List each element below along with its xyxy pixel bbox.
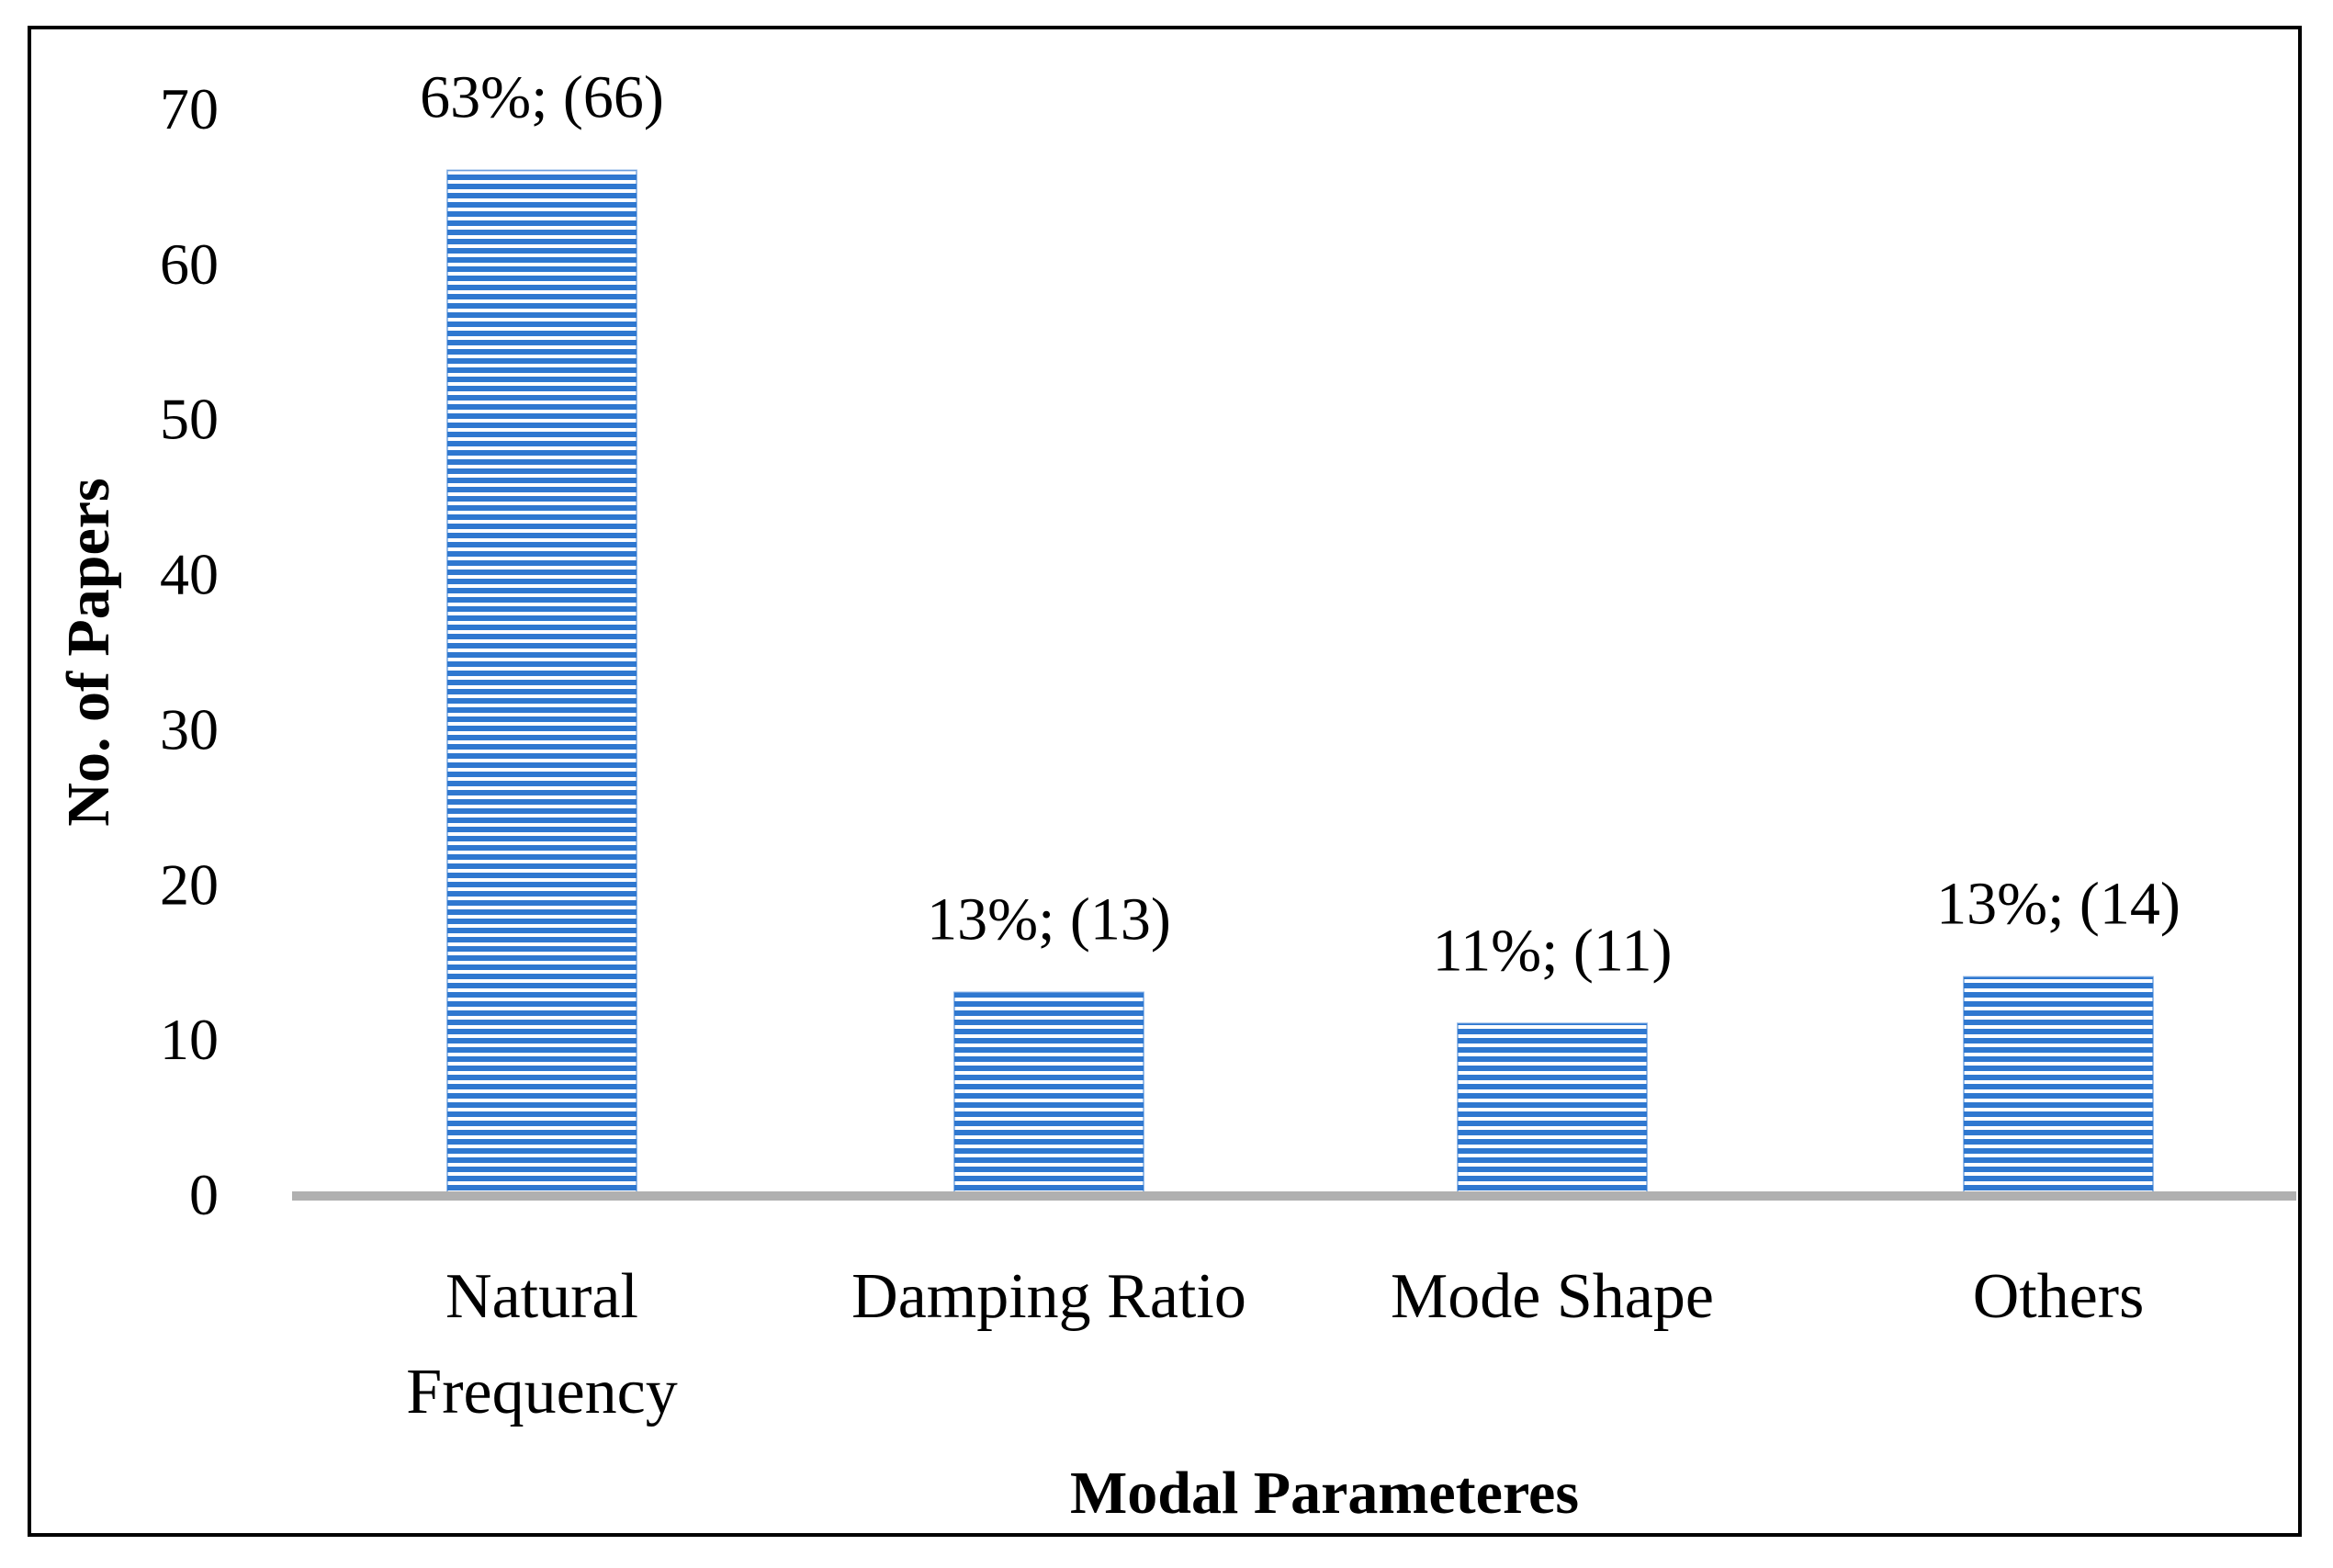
- x-axis-labels: Natural Frequency Damping Ratio Mode Shape O…: [406, 1261, 2144, 1427]
- y-tick-label: 70: [160, 76, 219, 141]
- y-axis-ticks: 0 10 20 30 40 50 60 70: [160, 76, 219, 1227]
- data-label: 11%; (11): [1433, 917, 1673, 984]
- x-category-label: Natural Frequency: [406, 1261, 677, 1427]
- y-tick-label: 30: [160, 696, 219, 761]
- bar: [954, 992, 1144, 1194]
- x-axis-title: Modal Parameteres: [1070, 1460, 1579, 1527]
- y-tick-label: 10: [160, 1007, 219, 1072]
- bar: [447, 170, 637, 1195]
- x-category-label: Mode Shape: [1391, 1261, 1714, 1332]
- y-tick-label: 40: [160, 542, 219, 607]
- y-tick-label: 60: [160, 231, 219, 297]
- bar: [1964, 976, 2153, 1194]
- x-category-label-line: Damping Ratio: [851, 1261, 1246, 1332]
- y-tick-label: 50: [160, 387, 219, 452]
- data-labels: 63%; (66) 13%; (13) 11%; (11) 13%; (14): [420, 64, 2181, 985]
- y-tick-label: 20: [160, 852, 219, 917]
- data-label: 13%; (14): [1936, 871, 2181, 938]
- bars: [446, 169, 2154, 1196]
- chart-frame: [28, 26, 2302, 1537]
- x-category-label-line: Others: [1973, 1261, 2145, 1332]
- x-category-label: Others: [1973, 1261, 2145, 1332]
- data-label: 13%; (13): [927, 886, 1171, 953]
- y-axis-title: No. of Papers: [55, 478, 122, 826]
- x-category-label-line: Frequency: [406, 1357, 677, 1427]
- x-category-label-line: Mode Shape: [1391, 1261, 1714, 1332]
- x-category-label-line: Natural: [445, 1261, 638, 1332]
- x-category-label: Damping Ratio: [851, 1261, 1246, 1332]
- y-tick-label: 0: [189, 1162, 219, 1227]
- bar: [1458, 1023, 1647, 1194]
- data-label: 63%; (66): [420, 64, 664, 131]
